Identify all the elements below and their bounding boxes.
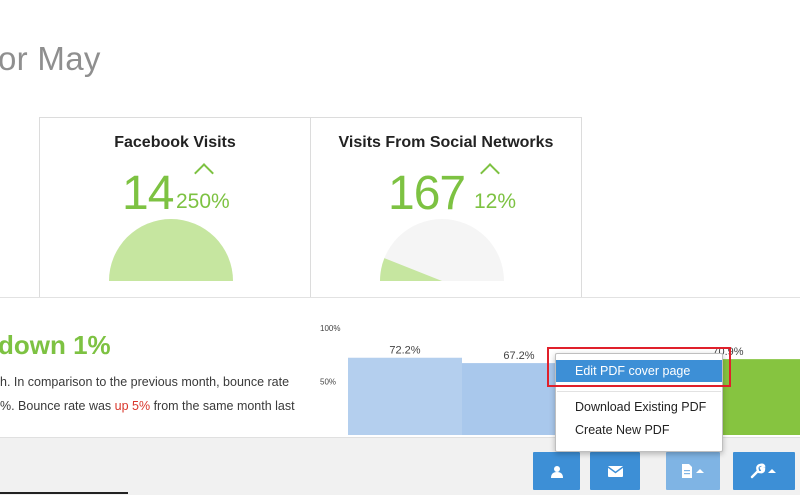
bar-value-label: 67.2%: [503, 350, 534, 362]
highlight-annotation: [547, 347, 731, 387]
bounce-description-line1: h. In comparison to the previous month, …: [0, 375, 290, 389]
bounce-description-line2: %. Bounce rate was up 5% from the same m…: [0, 399, 295, 413]
desc-suffix: from the same month last: [150, 399, 295, 413]
page-title: or May: [0, 40, 101, 77]
pdf-dropdown-menu: Edit PDF cover page Download Existing PD…: [555, 353, 723, 452]
caret-up-icon: [768, 469, 776, 473]
social-gauge: [380, 219, 504, 281]
user-icon: [550, 465, 563, 478]
facebook-gauge-fill: [109, 219, 233, 281]
chart-bar: [348, 357, 462, 435]
email-button[interactable]: [590, 452, 640, 490]
desc-highlight: up 5%: [114, 399, 151, 413]
bottom-divider: [0, 492, 128, 494]
download-existing-pdf-item[interactable]: Download Existing PDF: [575, 400, 707, 414]
y-tick-label: 100%: [320, 324, 340, 333]
facebook-visits-change: 250%: [176, 190, 230, 213]
social-gauge-fill: [380, 258, 442, 281]
user-button[interactable]: [533, 452, 580, 490]
facebook-visits-card: Facebook Visits 14 250%: [39, 117, 311, 298]
social-visits-value: 167: [388, 167, 466, 220]
card-title: Visits From Social Networks: [338, 134, 554, 151]
card-title: Facebook Visits: [114, 134, 236, 151]
facebook-visits-value: 14: [122, 167, 174, 220]
edit-pdf-cover-page-item[interactable]: Edit PDF cover page: [556, 360, 722, 382]
social-visits-card: Visits From Social Networks 167 12%: [310, 117, 582, 298]
wrench-icon: [750, 463, 776, 479]
tools-button[interactable]: [733, 452, 795, 490]
document-icon: [682, 464, 704, 478]
pdf-button[interactable]: [666, 452, 720, 490]
envelope-icon: [607, 465, 623, 477]
facebook-gauge: [109, 219, 233, 281]
bounce-headline: down 1%: [0, 330, 111, 360]
social-visits-change: 12%: [474, 190, 517, 213]
y-tick-label: 50%: [320, 378, 336, 387]
caret-up-icon: [696, 469, 704, 473]
create-new-pdf-item[interactable]: Create New PDF: [575, 423, 670, 437]
bar-value-label: 72.2%: [389, 345, 420, 357]
desc-prefix: %. Bounce rate was: [0, 399, 115, 413]
menu-divider: [557, 391, 721, 392]
